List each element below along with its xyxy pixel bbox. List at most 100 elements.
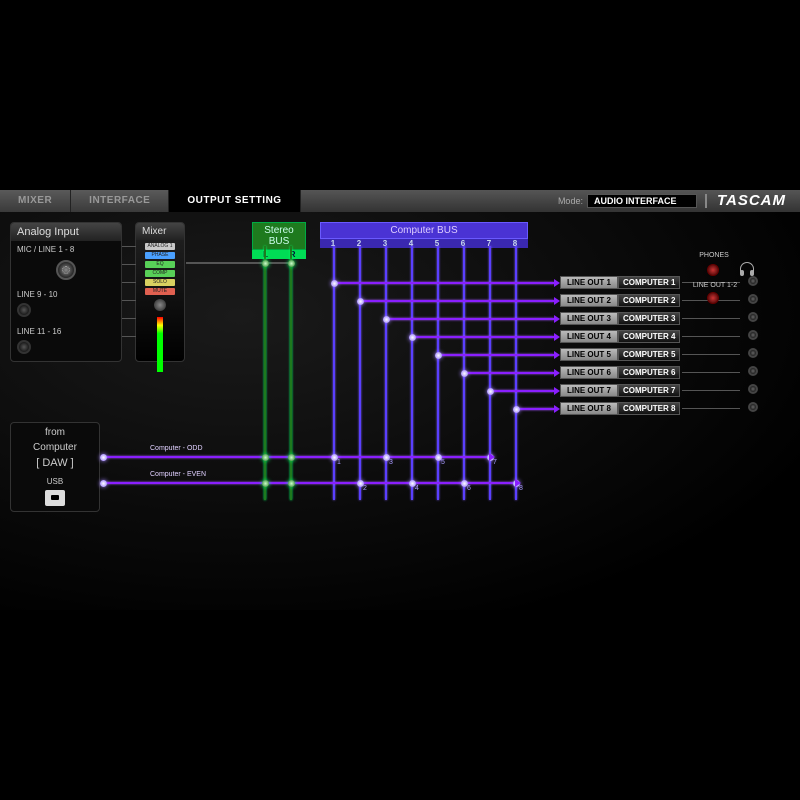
- lineout-label: LINE OUT 8: [560, 402, 618, 415]
- lineout-label: LINE OUT 3: [560, 312, 618, 325]
- lineout-label: LINE OUT 5: [560, 348, 618, 361]
- lineout-knob[interactable]: [707, 292, 719, 304]
- lineout-row: LINE OUT 6COMPUTER 6: [560, 365, 680, 379]
- lineout-source[interactable]: COMPUTER 3: [618, 312, 680, 325]
- lineout-row: LINE OUT 2COMPUTER 2: [560, 293, 680, 307]
- mixer-pan-knob[interactable]: [154, 299, 166, 311]
- mixer-btn[interactable]: COMP: [145, 270, 175, 277]
- lineout-row: LINE OUT 1COMPUTER 1: [560, 275, 680, 289]
- lineout12-label: LINE OUT 1-2: [688, 282, 742, 289]
- mixer-strip: ANALOG 1 PHASE EQ COMP SOLO MUTE: [136, 240, 184, 375]
- analog-input-panel: Analog Input MIC / LINE 1 - 8 LINE 9 - 1…: [10, 222, 122, 362]
- mixer-btn[interactable]: MUTE: [145, 288, 175, 295]
- tab-interface[interactable]: INTERFACE: [71, 190, 169, 212]
- bus-number: 3: [389, 459, 393, 466]
- lineout-label: LINE OUT 2: [560, 294, 618, 307]
- mixer-btn[interactable]: PHASE: [145, 252, 175, 259]
- analog-r1: MIC / LINE 1 - 8: [17, 245, 74, 254]
- lineout-row: LINE OUT 3COMPUTER 3: [560, 311, 680, 325]
- output-jack-icon: [748, 348, 758, 358]
- bus-number: 4: [415, 485, 419, 492]
- mixer-btn[interactable]: EQ: [145, 261, 175, 268]
- node: [357, 298, 364, 305]
- stereo-bus-header: Stereo BUS L R: [252, 222, 306, 259]
- stereo-bus-line: [290, 246, 292, 500]
- lineout-source[interactable]: COMPUTER 8: [618, 402, 680, 415]
- lineout-to-jack-line: [682, 318, 740, 319]
- bus-to-lineout-line: [437, 354, 554, 356]
- bus-to-lineout-line: [489, 390, 554, 392]
- stereo-bus-title: Stereo BUS: [252, 222, 306, 250]
- computer-bus-line: [359, 246, 361, 500]
- tab-output-setting[interactable]: OUTPUT SETTING: [169, 190, 300, 212]
- lineout-source[interactable]: COMPUTER 7: [618, 384, 680, 397]
- lineout-source[interactable]: COMPUTER 5: [618, 348, 680, 361]
- output-jack-icon: [748, 312, 758, 322]
- mixer-title: Mixer: [136, 223, 184, 240]
- mixer-btn[interactable]: ANALOG 1: [145, 243, 175, 250]
- bus-to-lineout-line: [411, 336, 554, 338]
- analog-to-mixer-line: [122, 318, 136, 319]
- node: [262, 480, 269, 487]
- node: [331, 280, 338, 287]
- mode-value[interactable]: AUDIO INTERFACE: [587, 194, 697, 208]
- lineout-label: LINE OUT 7: [560, 384, 618, 397]
- stereo-bus-line: [264, 246, 266, 500]
- lineout-source[interactable]: COMPUTER 2: [618, 294, 680, 307]
- xlr-icon: [56, 260, 76, 280]
- lineout-source[interactable]: COMPUTER 1: [618, 276, 680, 289]
- from-comp-usb: USB: [11, 473, 99, 486]
- analog-to-mixer-line: [122, 336, 136, 337]
- lineout-source[interactable]: COMPUTER 6: [618, 366, 680, 379]
- usb-port-icon: [45, 490, 65, 506]
- arrow-icon: [489, 453, 495, 461]
- node: [487, 388, 494, 395]
- bus-number: 2: [363, 485, 367, 492]
- node: [288, 454, 295, 461]
- tab-mixer[interactable]: MIXER: [0, 190, 71, 212]
- bus-to-lineout-line: [333, 282, 554, 284]
- analog-to-mixer-line: [122, 246, 136, 247]
- bus-to-lineout-line: [385, 318, 554, 320]
- lineout-source[interactable]: COMPUTER 4: [618, 330, 680, 343]
- analog-r3: LINE 11 - 16: [17, 327, 61, 336]
- headphone-icon: [740, 262, 754, 272]
- computer-odd-even-line: [102, 456, 489, 458]
- mode-box: Mode: AUDIO INTERFACE: [552, 190, 703, 212]
- lineout-label: LINE OUT 4: [560, 330, 618, 343]
- output-jack-icon: [748, 330, 758, 340]
- lineout-row: LINE OUT 8COMPUTER 8: [560, 401, 680, 415]
- lineout-row: LINE OUT 5COMPUTER 5: [560, 347, 680, 361]
- output-jack-icon: [748, 294, 758, 304]
- jack-icon: [17, 340, 31, 354]
- mixer-btn[interactable]: SOLO: [145, 279, 175, 286]
- computer-bus-header: Computer BUS 12345678: [320, 222, 528, 248]
- node: [409, 334, 416, 341]
- mode-label: Mode:: [558, 196, 583, 206]
- computer-bus-title: Computer BUS: [320, 222, 528, 239]
- bus-to-lineout-line: [515, 408, 554, 410]
- lineout-row: LINE OUT 7COMPUTER 7: [560, 383, 680, 397]
- node: [513, 406, 520, 413]
- computer-bus-line: [411, 246, 413, 500]
- lineout-row: LINE OUT 4COMPUTER 4: [560, 329, 680, 343]
- node: [435, 352, 442, 359]
- mixer-meter: [157, 317, 163, 372]
- node: [100, 480, 107, 487]
- phones-knob[interactable]: [707, 264, 719, 276]
- from-comp-l2: Computer: [11, 438, 99, 453]
- route-line: [682, 300, 706, 301]
- output-jack-icon: [748, 402, 758, 412]
- bus-to-lineout-line: [463, 372, 554, 374]
- lineout-to-jack-line: [682, 408, 740, 409]
- arrow-icon: [515, 479, 521, 487]
- brand-logo: TASCAM: [703, 190, 800, 212]
- output-jack-icon: [748, 366, 758, 376]
- lineout-label: LINE OUT 6: [560, 366, 618, 379]
- jack-icon: [17, 303, 31, 317]
- computer-bus-line: [385, 246, 387, 500]
- bus-to-lineout-line: [359, 300, 554, 302]
- computer-odd-even-label: Computer - ODD: [150, 445, 203, 452]
- computer-odd-even-line: [102, 482, 515, 484]
- tabs-row: MIXER INTERFACE OUTPUT SETTING Mode: AUD…: [0, 190, 800, 212]
